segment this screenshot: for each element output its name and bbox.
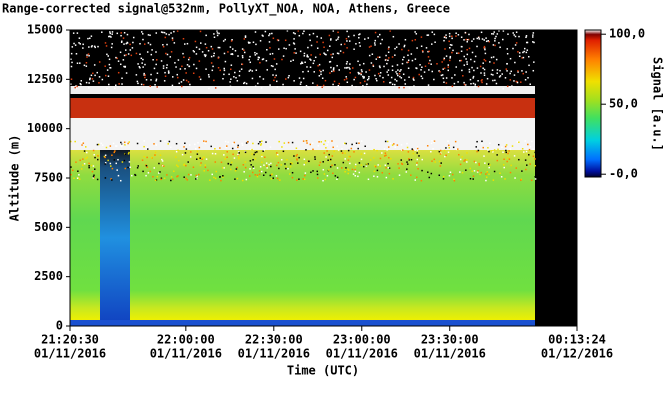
x-tick-label: 22:00:00 bbox=[157, 333, 215, 347]
colorbar-label: Signal [a.u.] bbox=[651, 57, 665, 151]
x-tick-label: 21:20:30 bbox=[41, 333, 99, 347]
y-tick-label: 2500 bbox=[34, 269, 63, 283]
colorbar-tick-label: 100,0 bbox=[609, 27, 645, 41]
x-tick-label: 01/12/2016 bbox=[541, 347, 613, 361]
y-tick-label: 15000 bbox=[27, 23, 63, 37]
y-tick-label: 0 bbox=[56, 319, 63, 333]
colorbar bbox=[584, 29, 602, 178]
y-tick-label: 10000 bbox=[27, 121, 63, 135]
x-tick-label: 01/11/2016 bbox=[34, 347, 106, 361]
x-tick-label: 01/11/2016 bbox=[326, 347, 398, 361]
heatmap-image bbox=[70, 30, 577, 326]
x-tick-label: 23:00:00 bbox=[333, 333, 391, 347]
y-tick-label: 12500 bbox=[27, 72, 63, 86]
x-tick-label: 01/11/2016 bbox=[150, 347, 222, 361]
x-tick-label: 23:30:00 bbox=[421, 333, 479, 347]
y-tick-label: 5000 bbox=[34, 220, 63, 234]
y-axis-label: Altitude (m) bbox=[8, 135, 22, 222]
x-tick-label: 01/11/2016 bbox=[238, 347, 310, 361]
colorbar-tick-label: -0,0 bbox=[609, 167, 638, 181]
colorbar-tick-label: 50,0 bbox=[609, 97, 638, 111]
x-tick-label: 00:13:24 bbox=[548, 333, 606, 347]
y-tick-label: 7500 bbox=[34, 171, 63, 185]
x-tick-label: 01/11/2016 bbox=[414, 347, 486, 361]
chart-title: Range-corrected signal@532nm, PollyXT_NO… bbox=[2, 2, 450, 17]
x-tick-label: 22:30:00 bbox=[245, 333, 303, 347]
x-axis-label: Time (UTC) bbox=[287, 364, 359, 378]
